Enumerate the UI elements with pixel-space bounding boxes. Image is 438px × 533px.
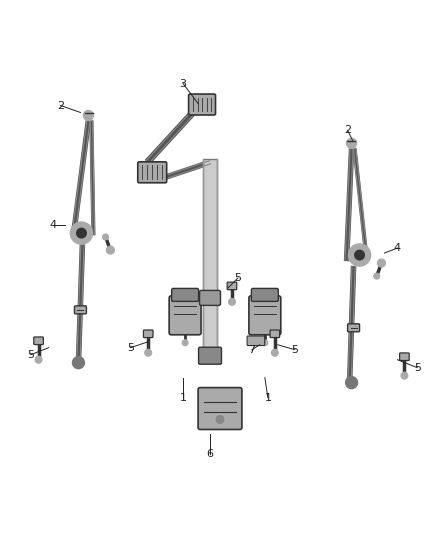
Circle shape	[349, 244, 371, 266]
Circle shape	[401, 372, 408, 379]
Circle shape	[374, 273, 380, 279]
FancyBboxPatch shape	[172, 288, 198, 301]
Text: 2: 2	[344, 125, 351, 135]
Text: 1: 1	[265, 393, 272, 402]
Circle shape	[35, 356, 42, 363]
Text: 5: 5	[234, 273, 241, 283]
Circle shape	[145, 349, 152, 356]
Circle shape	[71, 222, 92, 244]
Circle shape	[229, 298, 236, 305]
Text: 6: 6	[207, 449, 214, 459]
Text: 1: 1	[180, 393, 187, 402]
FancyBboxPatch shape	[143, 330, 153, 337]
Text: 4: 4	[49, 220, 56, 230]
Circle shape	[106, 246, 114, 254]
Bar	[203, 159, 217, 349]
FancyBboxPatch shape	[74, 306, 86, 314]
Circle shape	[346, 377, 357, 389]
Circle shape	[346, 139, 357, 148]
FancyBboxPatch shape	[198, 387, 242, 430]
Text: 5: 5	[127, 343, 134, 353]
Text: 5: 5	[414, 362, 421, 373]
Text: 5: 5	[291, 345, 298, 355]
Text: 5: 5	[27, 350, 34, 360]
Circle shape	[102, 234, 109, 240]
FancyBboxPatch shape	[247, 336, 265, 345]
Circle shape	[216, 416, 224, 424]
FancyBboxPatch shape	[169, 296, 201, 335]
FancyBboxPatch shape	[200, 290, 220, 305]
FancyBboxPatch shape	[270, 330, 279, 337]
Circle shape	[76, 228, 87, 239]
FancyBboxPatch shape	[399, 353, 409, 360]
Circle shape	[271, 349, 278, 356]
FancyBboxPatch shape	[34, 337, 43, 344]
FancyBboxPatch shape	[189, 94, 215, 115]
FancyBboxPatch shape	[227, 282, 237, 290]
Circle shape	[262, 340, 268, 346]
Circle shape	[182, 340, 188, 346]
FancyBboxPatch shape	[348, 324, 360, 332]
FancyBboxPatch shape	[251, 288, 278, 301]
Text: 3: 3	[180, 78, 187, 88]
Circle shape	[72, 357, 85, 369]
Text: 2: 2	[57, 101, 64, 110]
Circle shape	[378, 259, 385, 267]
FancyBboxPatch shape	[249, 296, 281, 335]
Circle shape	[354, 249, 365, 261]
Circle shape	[83, 110, 93, 120]
Text: 7: 7	[248, 345, 255, 355]
FancyBboxPatch shape	[198, 347, 222, 364]
FancyBboxPatch shape	[138, 162, 167, 183]
Text: 4: 4	[394, 243, 401, 253]
